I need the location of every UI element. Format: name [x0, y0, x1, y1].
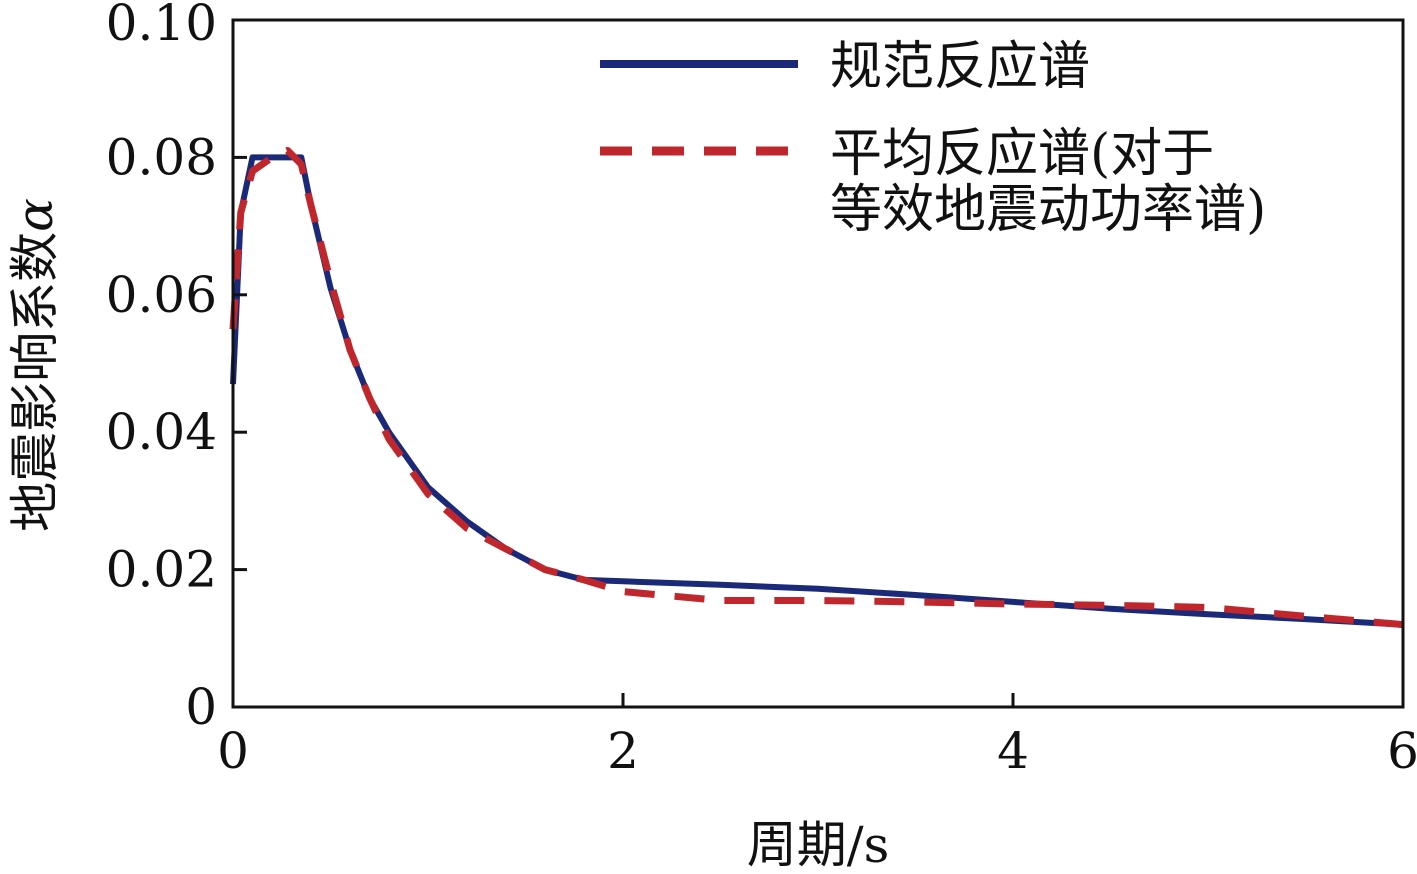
series-layer: [229, 147, 1404, 629]
y-axis-label-symbol: α: [6, 198, 64, 232]
plot-frame: [231, 18, 1405, 709]
x-tick-label: 2: [607, 722, 639, 780]
y-tick-label: 0.02: [106, 541, 217, 599]
legend-label: 等效地震动功率谱): [830, 180, 1266, 240]
y-tick-label: 0.04: [106, 403, 217, 461]
x-tick-label: 0: [217, 722, 249, 780]
series-line-2: [229, 147, 1404, 629]
y-tick-label: 0: [185, 678, 217, 736]
y-tick-label: 0.06: [106, 266, 217, 324]
y-tick-label: 0.10: [106, 0, 217, 52]
legend-label: 平均反应谱(对于: [830, 124, 1214, 184]
y-tick-label: 0.08: [106, 128, 217, 186]
y-axis-label-text: 地震影响系数: [6, 232, 64, 532]
x-tick-label: 4: [997, 722, 1029, 780]
legend-label: 规范反应谱: [830, 37, 1090, 97]
axes-layer: 0 2 4 6 0 0.02 0.04 0.06 0.08 0.10: [106, 0, 1417, 780]
y-axis-label: 地震影响系数α: [6, 198, 64, 532]
x-axis-label: 周期/s: [747, 816, 890, 874]
x-tick-label: 6: [1387, 722, 1417, 780]
